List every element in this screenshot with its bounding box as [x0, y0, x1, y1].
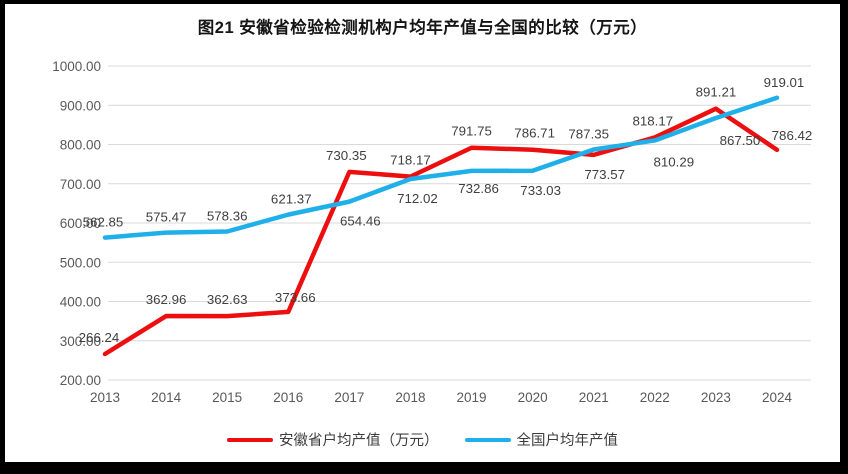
- data-label: 773.57: [584, 167, 625, 182]
- legend-swatch-national: [464, 437, 511, 442]
- data-label: 266.24: [79, 330, 120, 345]
- data-label: 786.71: [514, 126, 555, 141]
- x-tick-label: 2023: [701, 390, 731, 405]
- data-label: 621.37: [271, 192, 312, 207]
- y-tick-label: 900.00: [60, 98, 101, 113]
- data-label: 712.02: [397, 191, 438, 206]
- x-tick-label: 2020: [518, 390, 548, 405]
- x-tick-label: 2016: [273, 390, 303, 405]
- x-tick-label: 2017: [334, 390, 364, 405]
- data-label: 791.75: [451, 124, 492, 139]
- data-label: 575.47: [146, 210, 187, 225]
- data-label: 730.35: [326, 148, 367, 163]
- data-label: 362.63: [207, 292, 248, 307]
- data-label: 867.50: [720, 133, 761, 148]
- x-tick-label: 2022: [640, 390, 670, 405]
- x-tick-label: 2015: [212, 390, 242, 405]
- data-label: 733.03: [520, 183, 561, 198]
- legend-label-national: 全国户均年产值: [516, 433, 619, 449]
- data-label: 818.17: [632, 113, 673, 128]
- data-label: 891.21: [696, 85, 737, 100]
- data-label: 732.86: [458, 181, 499, 196]
- series-line-national: [102, 95, 780, 240]
- series-line-anhui: [102, 106, 780, 357]
- x-tick-label: 2013: [90, 390, 120, 405]
- y-tick-label: 200.00: [60, 373, 101, 388]
- y-tick-label: 800.00: [60, 138, 101, 153]
- legend-item-national: 全国户均年产值: [464, 429, 619, 450]
- x-tick-label: 2019: [457, 390, 487, 405]
- y-tick-label: 500.00: [60, 255, 101, 270]
- data-label: 654.46: [340, 214, 381, 229]
- line-chart-plot: 200.00 300.00 400.00 500.00 600.00 700.00 800.…: [52, 59, 813, 405]
- chart-legend: 安徽省户均产值（万元） 全国户均年产值: [5, 429, 840, 450]
- y-tick-label: 400.00: [60, 295, 101, 310]
- x-tick-label: 2018: [395, 390, 425, 405]
- chart-title: 图21 安徽省检验检测机构户均年产值与全国的比较（万元）: [197, 19, 648, 37]
- y-tick-label: 600.00: [60, 216, 101, 231]
- x-tick-label: 2021: [579, 390, 609, 405]
- data-label: 373.66: [275, 290, 316, 305]
- legend-item-anhui: 安徽省户均产值（万元）: [227, 429, 439, 450]
- data-label: 562.85: [83, 215, 124, 230]
- y-tick-label: 300.00: [60, 334, 101, 349]
- y-tick-label: 1000.00: [52, 59, 101, 74]
- legend-label-anhui: 安徽省户均产值（万元）: [279, 433, 439, 449]
- data-label: 362.96: [146, 292, 187, 307]
- x-tick-label: 2024: [762, 390, 793, 405]
- legend-swatch-anhui: [227, 437, 273, 442]
- y-tick-label: 700.00: [60, 177, 101, 192]
- data-label: 919.01: [764, 75, 805, 90]
- data-label: 578.36: [207, 208, 248, 223]
- data-label: 786.42: [772, 128, 813, 143]
- data-label: 718.17: [390, 153, 431, 168]
- chart-area: 图21 安徽省检验检测机构户均年产值与全国的比较（万元） 200.00 300.0…: [5, 4, 840, 462]
- data-label: 787.35: [568, 126, 609, 141]
- x-tick-label: 2014: [151, 390, 182, 405]
- data-label: 810.29: [653, 154, 694, 169]
